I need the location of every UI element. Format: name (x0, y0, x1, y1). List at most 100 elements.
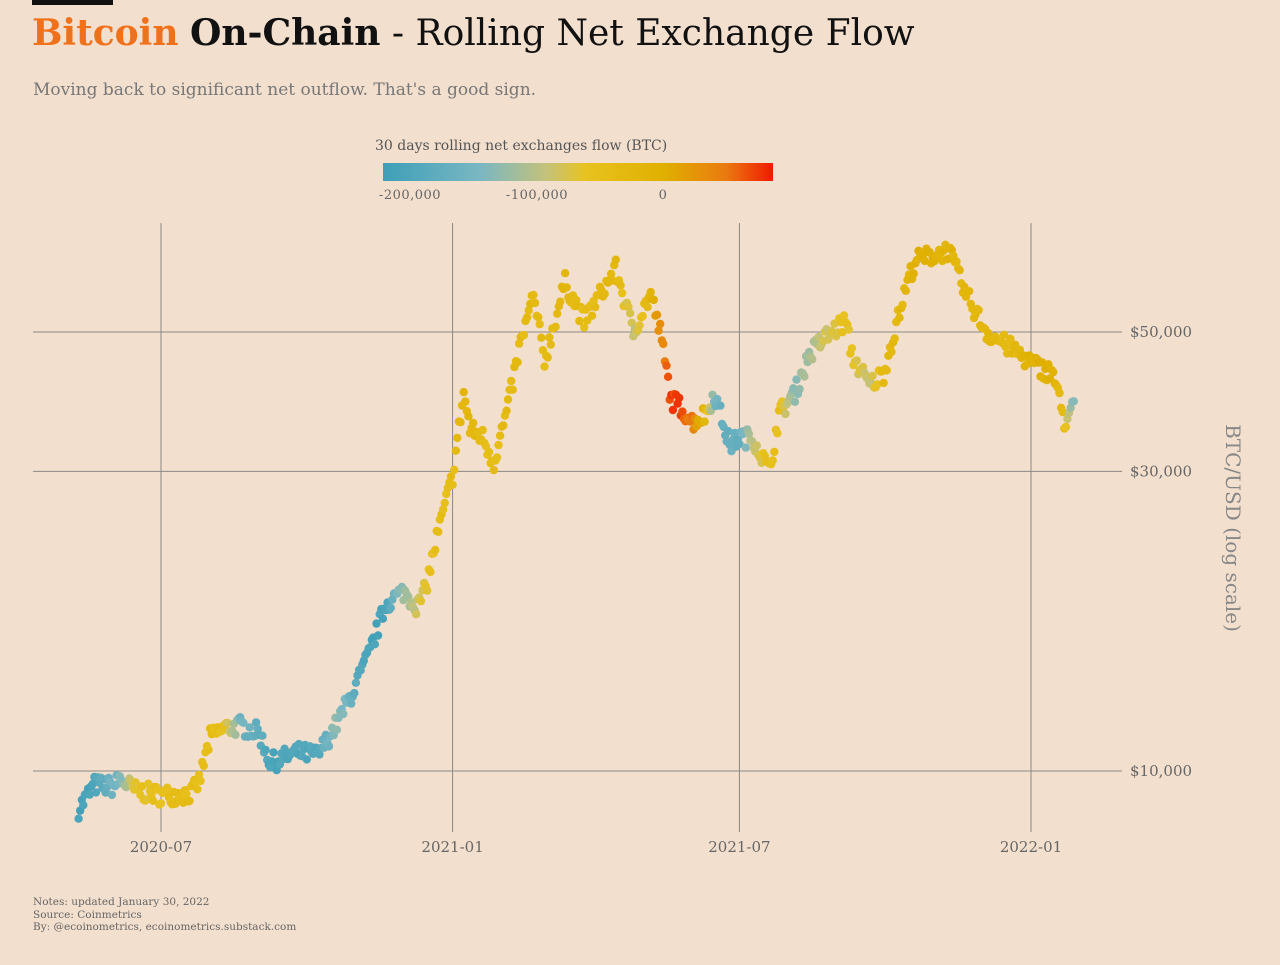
data-point (1037, 358, 1047, 367)
data-point (530, 298, 540, 308)
data-point (416, 596, 426, 606)
data-point (492, 453, 502, 462)
notes: Notes: updated January 30, 2022 Source: … (33, 896, 296, 934)
data-point (347, 699, 356, 708)
data-point (616, 281, 625, 290)
chart-grid (33, 223, 1122, 832)
data-point (193, 785, 202, 794)
data-point (223, 718, 232, 728)
data-point (792, 375, 801, 384)
data-point (545, 333, 554, 342)
data-point (88, 779, 98, 789)
data-point (852, 356, 861, 365)
data-point (431, 545, 440, 555)
data-point (1055, 388, 1064, 398)
data-point (724, 427, 733, 436)
data-point (999, 330, 1009, 339)
data-point (163, 783, 172, 792)
data-point (741, 443, 750, 452)
data-point (508, 385, 517, 394)
data-point (494, 440, 503, 450)
data-point (269, 748, 278, 757)
data-point (730, 428, 739, 438)
data-point (478, 425, 487, 435)
legend-tick: -200,000 (378, 188, 442, 203)
data-point (350, 688, 359, 698)
data-point (251, 718, 261, 727)
data-point (556, 297, 565, 306)
data-point (838, 328, 847, 337)
data-point (438, 505, 448, 514)
x-tick-label: 2021-07 (708, 838, 770, 856)
data-point (373, 631, 383, 640)
data-point (537, 333, 546, 342)
data-point (543, 353, 552, 362)
data-point (147, 790, 156, 799)
data-point (611, 255, 620, 264)
data-point (507, 376, 516, 386)
data-point (844, 325, 853, 334)
data-point (459, 387, 468, 397)
chart-points (74, 240, 1079, 823)
data-point (700, 417, 709, 426)
data-point (440, 498, 449, 508)
data-point (656, 319, 665, 329)
data-point (182, 789, 191, 799)
data-point (137, 782, 147, 791)
data-point (901, 286, 910, 295)
data-point (591, 302, 600, 312)
data-point (895, 313, 904, 322)
data-point (789, 384, 798, 393)
data-point (1069, 397, 1079, 406)
data-point (456, 418, 465, 427)
source-line: Source: Coinmetrics (33, 908, 142, 921)
data-point (386, 603, 395, 613)
data-point (795, 384, 804, 394)
data-point (553, 309, 562, 318)
data-point (974, 306, 983, 315)
notes-line: Notes: updated January 30, 2022 (33, 896, 210, 908)
x-tick-label: 2020-07 (130, 838, 192, 856)
data-point (716, 401, 725, 410)
data-point (448, 480, 457, 489)
data-point (752, 441, 761, 450)
data-point (453, 433, 462, 443)
data-point (144, 779, 153, 788)
title-brand: Bitcoin (32, 12, 179, 54)
x-tick-label: 2021-01 (421, 838, 483, 856)
data-point (522, 313, 532, 322)
data-point (484, 447, 494, 457)
data-point (625, 309, 635, 318)
data-point (79, 800, 88, 810)
chart-labels: $10,000 $30,000 $50,000 2020-07 2021-01 2021-… (130, 323, 1245, 856)
data-point (514, 339, 524, 348)
data-point (461, 397, 470, 406)
data-point (579, 323, 589, 332)
data-point (909, 269, 918, 278)
data-point (635, 321, 644, 330)
data-point (370, 640, 380, 649)
data-point (735, 439, 744, 449)
data-point (659, 339, 668, 349)
data-point (652, 310, 662, 319)
data-point (245, 723, 254, 732)
data-point (464, 412, 473, 421)
data-point (502, 406, 511, 415)
data-point (955, 266, 964, 275)
data-point (824, 335, 833, 344)
data-point (952, 257, 961, 266)
data-point (560, 269, 570, 278)
data-point (489, 465, 498, 475)
data-point (529, 290, 538, 300)
data-point (668, 405, 678, 415)
data-point (600, 289, 609, 299)
data-point (773, 429, 782, 438)
data-point (847, 344, 857, 353)
data-point (261, 745, 270, 755)
data-point (446, 472, 456, 481)
data-point (617, 288, 627, 298)
x-tick-label: 2022-01 (1000, 838, 1062, 856)
data-point (649, 295, 658, 305)
subtitle: Moving back to significant net outflow. … (33, 80, 537, 100)
data-point (879, 378, 888, 388)
